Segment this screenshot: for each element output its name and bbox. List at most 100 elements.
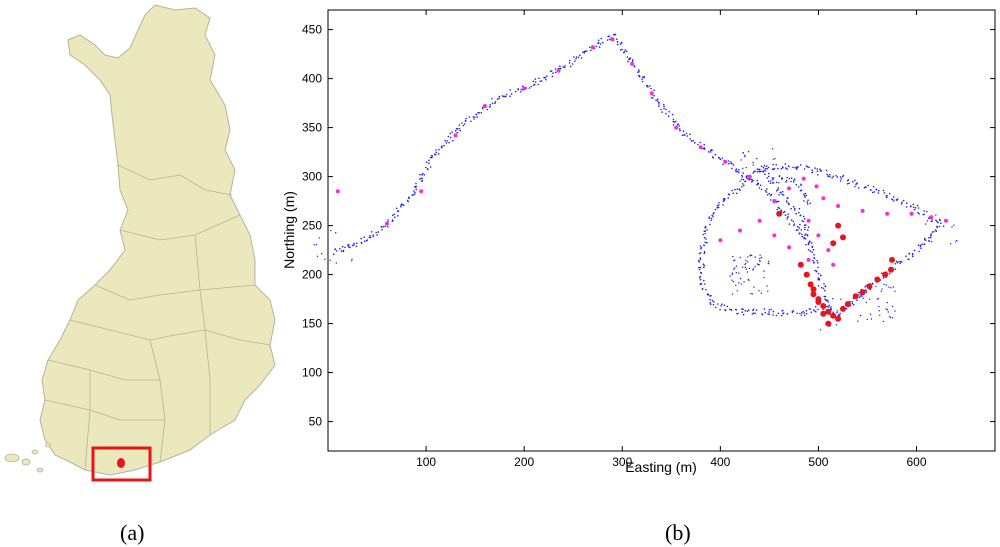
blue-track-point: [807, 248, 810, 251]
blue-track-point: [625, 50, 628, 52]
blue-track-point: [942, 225, 945, 227]
blue-track-point: [813, 253, 815, 256]
blue-track-point: [540, 80, 543, 82]
blue-track-point: [353, 242, 355, 245]
magenta-point: [909, 211, 914, 216]
blue-track-point: [714, 208, 717, 211]
blue-track-point: [709, 295, 711, 297]
blue-track-point: [598, 46, 601, 48]
blue-track-point: [742, 172, 744, 174]
blue-track-point: [768, 192, 770, 195]
blue-track-point: [792, 181, 795, 183]
blue-track-point: [505, 93, 508, 96]
blue-track-point: [766, 188, 768, 190]
blue-track-point: [761, 313, 764, 316]
blue-track-point: [391, 220, 394, 223]
blue-track-point: [900, 261, 903, 263]
blue-track-point: [768, 313, 770, 316]
blue-track-point: [714, 153, 717, 156]
blue-track-point: [446, 140, 448, 142]
blue-track-point: [710, 217, 713, 220]
blue-scatter-point: [348, 244, 350, 246]
blue-track-point: [712, 304, 715, 306]
red-point: [840, 305, 846, 312]
blue-track-point: [408, 196, 410, 199]
blue-track-point: [660, 108, 662, 111]
study-area-marker: [117, 458, 125, 468]
blue-track-point: [563, 66, 566, 69]
blue-scatter-point: [888, 286, 890, 288]
magenta-point: [747, 174, 752, 179]
blue-track-point: [846, 183, 849, 185]
blue-track-point: [827, 306, 830, 308]
blue-track-point: [805, 233, 807, 235]
blue-track-point: [462, 124, 465, 127]
y-axis-ticks: 50 100 150 200 250 300 350 400 450: [302, 23, 995, 429]
blue-track-point: [811, 245, 814, 248]
blue-track-point: [517, 88, 519, 90]
magenta-point: [556, 68, 561, 73]
blue-track-point: [845, 307, 848, 310]
blue-track-point: [772, 163, 774, 166]
blue-track-point: [742, 313, 745, 316]
magenta-point: [384, 221, 389, 226]
blue-scatter-point: [879, 314, 881, 316]
blue-track-point: [923, 238, 926, 241]
blue-track-point: [899, 262, 901, 265]
blue-track-point: [908, 258, 910, 261]
blue-track-point: [756, 171, 759, 173]
blue-track-point: [620, 41, 623, 44]
blue-track-point: [885, 196, 888, 199]
magenta-point: [836, 204, 841, 208]
blue-track-point: [477, 112, 479, 114]
blue-track-point: [370, 231, 373, 233]
blue-track-point: [606, 39, 609, 41]
blue-scatter-point: [886, 301, 888, 304]
blue-track-point: [936, 220, 938, 223]
blue-scatter-point: [891, 317, 894, 319]
blue-track-point: [509, 95, 511, 97]
magenta-point: [801, 176, 806, 181]
blue-track-point: [788, 177, 791, 180]
blue-track-point: [782, 166, 784, 169]
blue-track-point: [348, 246, 350, 248]
blue-track-point: [656, 100, 659, 102]
blue-scatter-point: [351, 258, 353, 260]
blue-track-point: [653, 89, 655, 92]
blue-track-point: [816, 259, 818, 262]
magenta-point: [649, 91, 654, 96]
blue-track-point: [782, 211, 785, 214]
blue-track-point: [785, 167, 787, 169]
blue-track-point: [568, 62, 571, 64]
blue-track-point: [703, 143, 705, 146]
blue-track-point: [533, 83, 536, 86]
blue-track-point: [905, 255, 907, 257]
blue-track-point: [846, 179, 849, 182]
blue-track-point: [702, 147, 704, 150]
blue-track-point: [422, 172, 424, 175]
blue-track-point: [689, 138, 691, 140]
blue-track-point: [663, 107, 665, 110]
blue-track-point: [813, 261, 815, 264]
blue-track-point: [391, 214, 394, 217]
blue-track-point: [709, 298, 711, 301]
blue-track-point: [451, 131, 453, 133]
blue-track-point: [621, 48, 623, 51]
blue-track-point: [375, 231, 377, 234]
y-axis-label: Northing (m): [281, 191, 297, 269]
blue-track-point: [708, 216, 711, 218]
blue-track-point: [705, 289, 707, 291]
blue-track-point: [838, 314, 840, 317]
blue-track-point: [579, 54, 581, 57]
blue-scatter-point: [731, 279, 733, 281]
red-point: [807, 281, 814, 288]
blue-track-point: [894, 263, 897, 265]
blue-scatter-point: [756, 158, 758, 160]
blue-track-point: [703, 148, 706, 150]
blue-scatter-point: [885, 308, 887, 310]
blue-track-point: [653, 95, 655, 97]
blue-scatter-point: [935, 214, 937, 216]
blue-track-point: [805, 165, 808, 167]
y-tick-label: 400: [302, 72, 322, 86]
blue-track-point: [765, 165, 768, 167]
